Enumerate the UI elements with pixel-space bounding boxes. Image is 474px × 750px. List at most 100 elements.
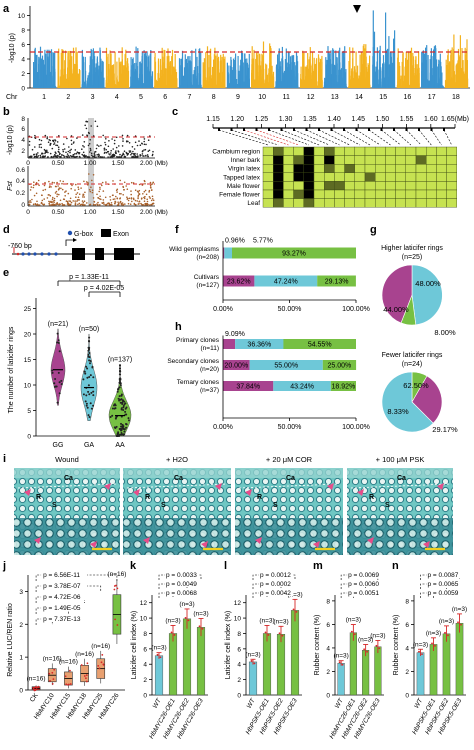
- manhattan-point: [149, 71, 151, 88]
- gwas-point: [63, 156, 66, 158]
- heatmap-cell: [324, 189, 335, 199]
- heatmap-cell: [405, 181, 417, 191]
- manhattan-point: [438, 59, 440, 88]
- manhattan-chr-1: [33, 46, 57, 88]
- fst-point: [110, 203, 112, 206]
- manhattan-point: [33, 62, 35, 88]
- fst-point: [143, 179, 146, 182]
- pvalue: p = 0.0012: [260, 572, 291, 579]
- manhattan-point: [112, 64, 115, 88]
- manhattan-point: [100, 83, 102, 88]
- manhattan-point: [239, 70, 241, 88]
- manhattan-point: [413, 85, 415, 88]
- c-tick-label: 1.45: [351, 116, 365, 123]
- manhattan-point: [180, 58, 182, 88]
- fst-point: [48, 204, 51, 206]
- heatmap-cell: [426, 163, 437, 173]
- pvalue-bg: [347, 589, 382, 596]
- gwas-point: [139, 154, 141, 156]
- manhattan-point: [264, 83, 266, 88]
- manhattan-point: [38, 85, 40, 88]
- manhattan-point: [226, 62, 228, 88]
- heatmap-cell: [293, 155, 305, 165]
- pvalue-bg: [426, 571, 461, 578]
- heatmap-cell: [446, 189, 458, 199]
- violin-point: [117, 431, 120, 434]
- fst-point: [28, 203, 31, 206]
- manhattan-point: [163, 49, 165, 88]
- gwas-point: [127, 152, 129, 155]
- fst-point: [130, 190, 132, 192]
- heatmap-cell: [283, 146, 294, 156]
- manhattan-point: [230, 56, 232, 88]
- bar: [374, 646, 382, 696]
- exon-legend-icon: [101, 229, 111, 237]
- manhattan-point: [402, 85, 404, 88]
- pie-label: 8.00%: [434, 328, 456, 337]
- fst-point: [67, 192, 70, 195]
- manhattan-point: [363, 56, 365, 88]
- heatmap-cell: [262, 189, 274, 199]
- manhattan-point: [285, 48, 287, 88]
- gwas-point: [49, 152, 52, 155]
- manhattan-point: [439, 86, 442, 88]
- j-point: [69, 683, 72, 685]
- manhattan-point: [281, 73, 283, 88]
- bar: [196, 627, 206, 696]
- heatmap-cell: [385, 172, 396, 182]
- gwas-point: [104, 151, 106, 154]
- gwas-point: [105, 151, 108, 154]
- violin-point: [123, 400, 126, 403]
- ytick: 0: [143, 693, 147, 700]
- a-ytick: 2: [21, 71, 25, 78]
- fst-point: [81, 203, 84, 206]
- fst-point: [38, 204, 41, 206]
- fst-point: [83, 200, 86, 202]
- fst-point: [108, 204, 111, 206]
- j-pvalue: p = 7.37E-13: [43, 616, 81, 623]
- chr-label: 3: [91, 94, 95, 101]
- manhattan-point: [331, 64, 333, 88]
- gwas-point: [90, 125, 92, 127]
- manhattan-point: [344, 72, 346, 88]
- manhattan-point: [256, 76, 258, 88]
- manhattan-point: [147, 80, 149, 88]
- manhattan-point: [276, 64, 278, 88]
- gwas-point: [152, 150, 154, 153]
- fst-point: [137, 194, 140, 197]
- gwas-point: [34, 134, 36, 137]
- stacked-bar-label: 5.77%: [253, 238, 273, 245]
- violin-group-label: AA: [115, 442, 125, 449]
- pvalue-bg: [347, 580, 382, 587]
- manhattan-point: [99, 71, 101, 88]
- manhattan-point: [314, 86, 316, 88]
- manhattan-point: [57, 81, 59, 88]
- chr-label: 15: [379, 94, 387, 101]
- bar: [442, 633, 451, 696]
- c-gene-mark: [230, 128, 233, 131]
- fst-point: [69, 203, 72, 206]
- manhattan-point: [321, 55, 323, 88]
- heatmap-cell: [303, 198, 315, 208]
- manhattan-point: [336, 57, 338, 88]
- gwas-point: [62, 154, 65, 157]
- fst-point: [144, 204, 146, 206]
- manhattan-point: [275, 81, 277, 88]
- j-n: (n=16): [107, 571, 126, 578]
- violin-point: [87, 353, 90, 356]
- manhattan-point: [369, 55, 371, 88]
- fst-point: [114, 202, 116, 204]
- manhattan-point: [422, 81, 424, 88]
- gwas-point: [132, 153, 135, 155]
- j-point: [67, 684, 69, 686]
- j-point: [86, 662, 89, 665]
- gwas-point: [117, 150, 119, 152]
- heatmap-row-label: Cambium region: [212, 149, 260, 156]
- manhattan-point: [121, 47, 123, 88]
- fst-point: [43, 198, 45, 200]
- gwas-point: [70, 148, 72, 151]
- gwas-point: [40, 139, 43, 142]
- j-category: CK: [29, 692, 40, 704]
- gwas-point: [96, 125, 99, 128]
